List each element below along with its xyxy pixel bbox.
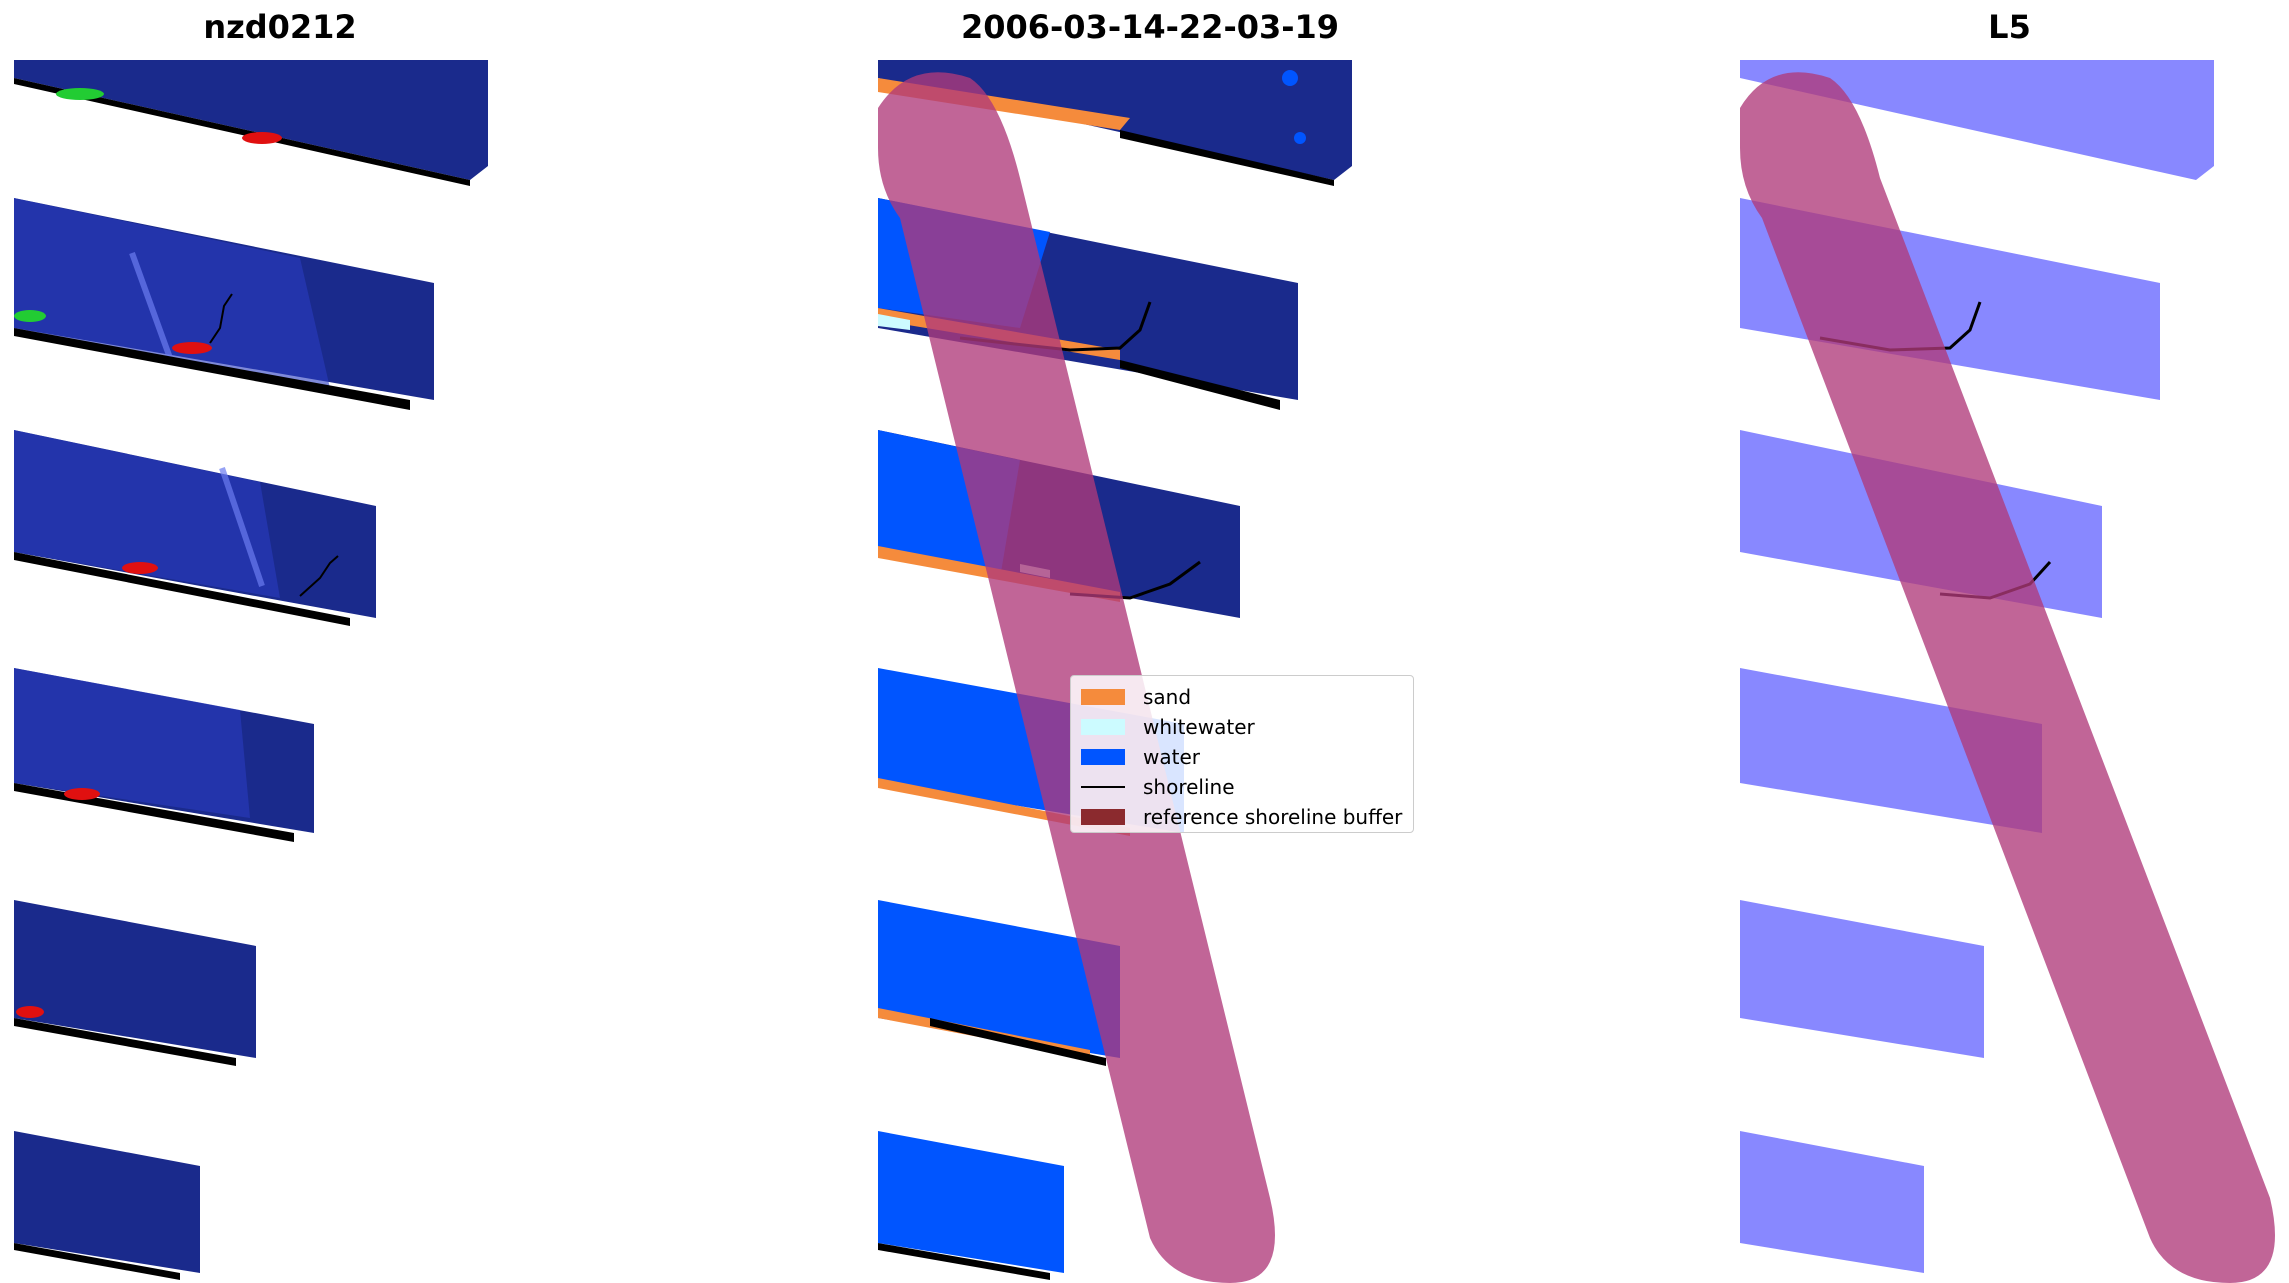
- legend-label-buffer: reference shoreline buffer: [1143, 805, 1403, 829]
- l5-panel-title: L5: [1988, 8, 2031, 46]
- legend-label-shoreline: shoreline: [1143, 775, 1235, 799]
- l5-panel: L5: [1730, 0, 2289, 1283]
- classification-image: [878, 60, 1352, 1283]
- legend-item-sand: sand: [1081, 682, 1403, 712]
- classification-panel: 2006-03-14-22-03-19: [870, 0, 1430, 1283]
- legend-label-sand: sand: [1143, 685, 1192, 709]
- rgb-panel-title: nzd0212: [203, 8, 357, 46]
- legend: sand whitewater water shoreline referenc…: [1070, 675, 1414, 833]
- classification-panel-title: 2006-03-14-22-03-19: [960, 8, 1340, 46]
- rgb-panel: nzd0212: [0, 0, 560, 1283]
- legend-label-whitewater: whitewater: [1143, 715, 1255, 739]
- rgb-image: [14, 60, 488, 1280]
- legend-item-water: water: [1081, 742, 1403, 772]
- legend-item-shoreline: shoreline: [1081, 772, 1403, 802]
- legend-label-water: water: [1143, 745, 1200, 769]
- sand-swatch: [1081, 689, 1125, 705]
- whitewater-swatch: [1081, 719, 1125, 735]
- l5-image: [1740, 60, 2275, 1283]
- legend-item-buffer: reference shoreline buffer: [1081, 802, 1403, 832]
- shoreline-line-icon: [1081, 786, 1125, 788]
- buffer-swatch: [1081, 809, 1125, 825]
- water-swatch: [1081, 749, 1125, 765]
- legend-item-whitewater: whitewater: [1081, 712, 1403, 742]
